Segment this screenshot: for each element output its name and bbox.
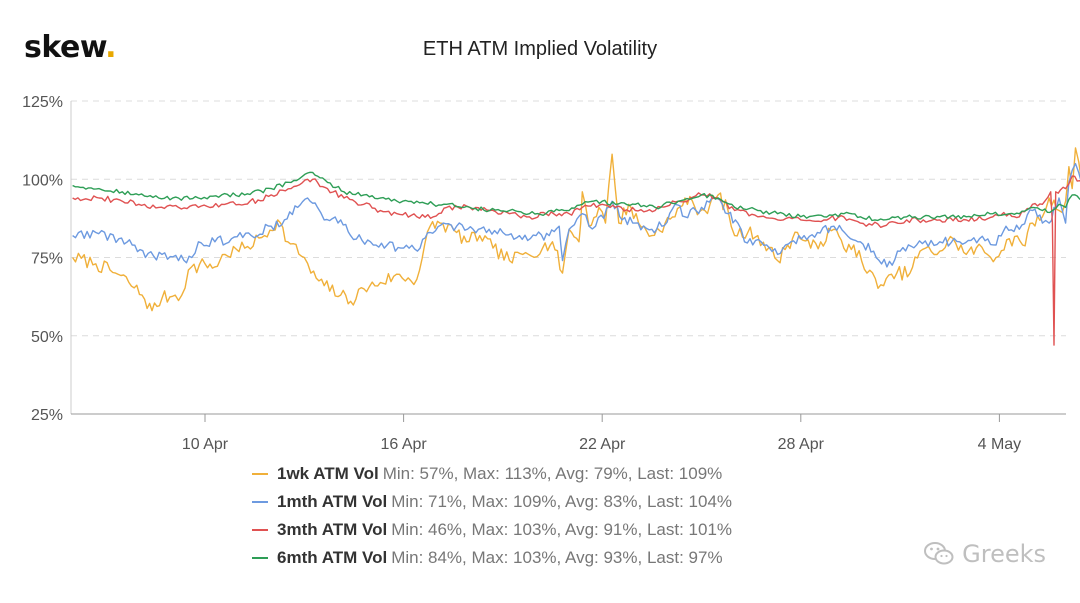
legend-swatch-1mth (252, 501, 268, 503)
series-line-1 (72, 162, 1080, 268)
legend-series-stats: Min: 84%, Max: 103%, Avg: 93%, Last: 97% (391, 548, 723, 567)
legend-series-name: 3mth ATM Vol (277, 520, 388, 539)
legend-series-stats: Min: 71%, Max: 109%, Avg: 83%, Last: 104… (391, 492, 733, 511)
legend-series-name: 6mth ATM Vol (277, 548, 388, 567)
y-tick-label: 50% (31, 329, 63, 346)
series-line-3 (72, 171, 1080, 222)
series-line-2 (72, 175, 1080, 346)
grid-lines (71, 100, 1066, 337)
legend: 1wk ATM Vol Min: 57%, Max: 113%, Avg: 79… (252, 460, 732, 572)
legend-series-name: 1mth ATM Vol (277, 492, 388, 511)
series-lines (72, 147, 1080, 346)
chart-title: ETH ATM Implied Volatility (422, 38, 658, 60)
legend-swatch-3mth (252, 529, 268, 531)
y-tick-label: 25% (31, 407, 63, 424)
x-tick-label: 22 Apr (579, 436, 626, 453)
y-tick-label: 100% (22, 172, 63, 189)
legend-swatch-6mth (252, 557, 268, 559)
legend-item-1mth[interactable]: 1mth ATM Vol Min: 71%, Max: 109%, Avg: 8… (252, 488, 732, 516)
x-tick-label: 10 Apr (182, 436, 229, 453)
legend-item-3mth[interactable]: 3mth ATM Vol Min: 46%, Max: 103%, Avg: 9… (252, 516, 732, 544)
legend-swatch-1wk (252, 473, 268, 475)
legend-series-stats: Min: 57%, Max: 113%, Avg: 79%, Last: 109… (382, 464, 723, 483)
legend-item-1wk[interactable]: 1wk ATM Vol Min: 57%, Max: 113%, Avg: 79… (252, 460, 732, 488)
legend-series-name: 1wk ATM Vol (277, 464, 379, 483)
x-tick-label: 16 Apr (380, 436, 427, 453)
y-tick-label: 125% (22, 94, 63, 111)
series-line-0 (72, 147, 1080, 312)
x-tick-label: 4 May (978, 436, 1022, 453)
wechat-icon (924, 542, 954, 565)
watermark-text: Greeks (962, 540, 1046, 568)
x-tick-label: 28 Apr (778, 436, 825, 453)
skew-logo: skew. (24, 30, 117, 65)
legend-item-6mth[interactable]: 6mth ATM Vol Min: 84%, Max: 103%, Avg: 9… (252, 544, 732, 572)
watermark: Greeks (924, 540, 1046, 568)
y-tick-label: 75% (31, 251, 63, 268)
axes: 25% 50% 75% 100% 125% 10 Apr 16 Apr 22 Apr 28 Ap… (22, 94, 1066, 453)
legend-series-stats: Min: 46%, Max: 103%, Avg: 91%, Last: 101… (391, 520, 733, 539)
